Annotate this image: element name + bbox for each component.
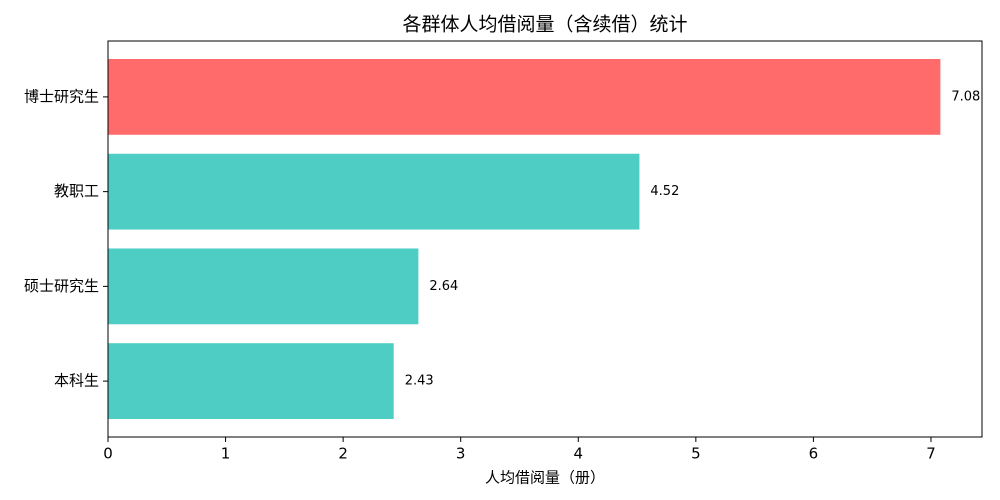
x-tick-label: 7 <box>926 445 936 463</box>
x-tick-label: 0 <box>103 445 113 463</box>
bar <box>108 153 640 230</box>
y-tick-label: 教职工 <box>54 182 99 200</box>
bar <box>108 343 394 419</box>
plot-frame <box>107 40 983 438</box>
y-tick-label: 硕士研究生 <box>24 277 99 295</box>
value-label: 7.08 <box>951 89 980 104</box>
bar <box>108 248 419 325</box>
bar <box>108 59 941 135</box>
y-tick-label: 博士研究生 <box>24 87 99 105</box>
value-label: 4.52 <box>650 184 679 199</box>
value-label: 2.64 <box>429 279 458 294</box>
x-tick-label: 2 <box>338 445 348 463</box>
x-tick-label: 5 <box>691 445 701 463</box>
chart-title: 各群体人均借阅量（含续借）统计 <box>402 14 687 36</box>
x-tick-label: 4 <box>573 445 583 463</box>
x-tick-label: 6 <box>809 445 819 463</box>
y-tick-label: 本科生 <box>54 372 99 390</box>
x-tick-label: 1 <box>221 445 231 463</box>
x-tick-label: 3 <box>456 445 466 463</box>
x-axis-label: 人均借阅量（册） <box>485 469 605 487</box>
value-label: 2.43 <box>405 374 434 389</box>
